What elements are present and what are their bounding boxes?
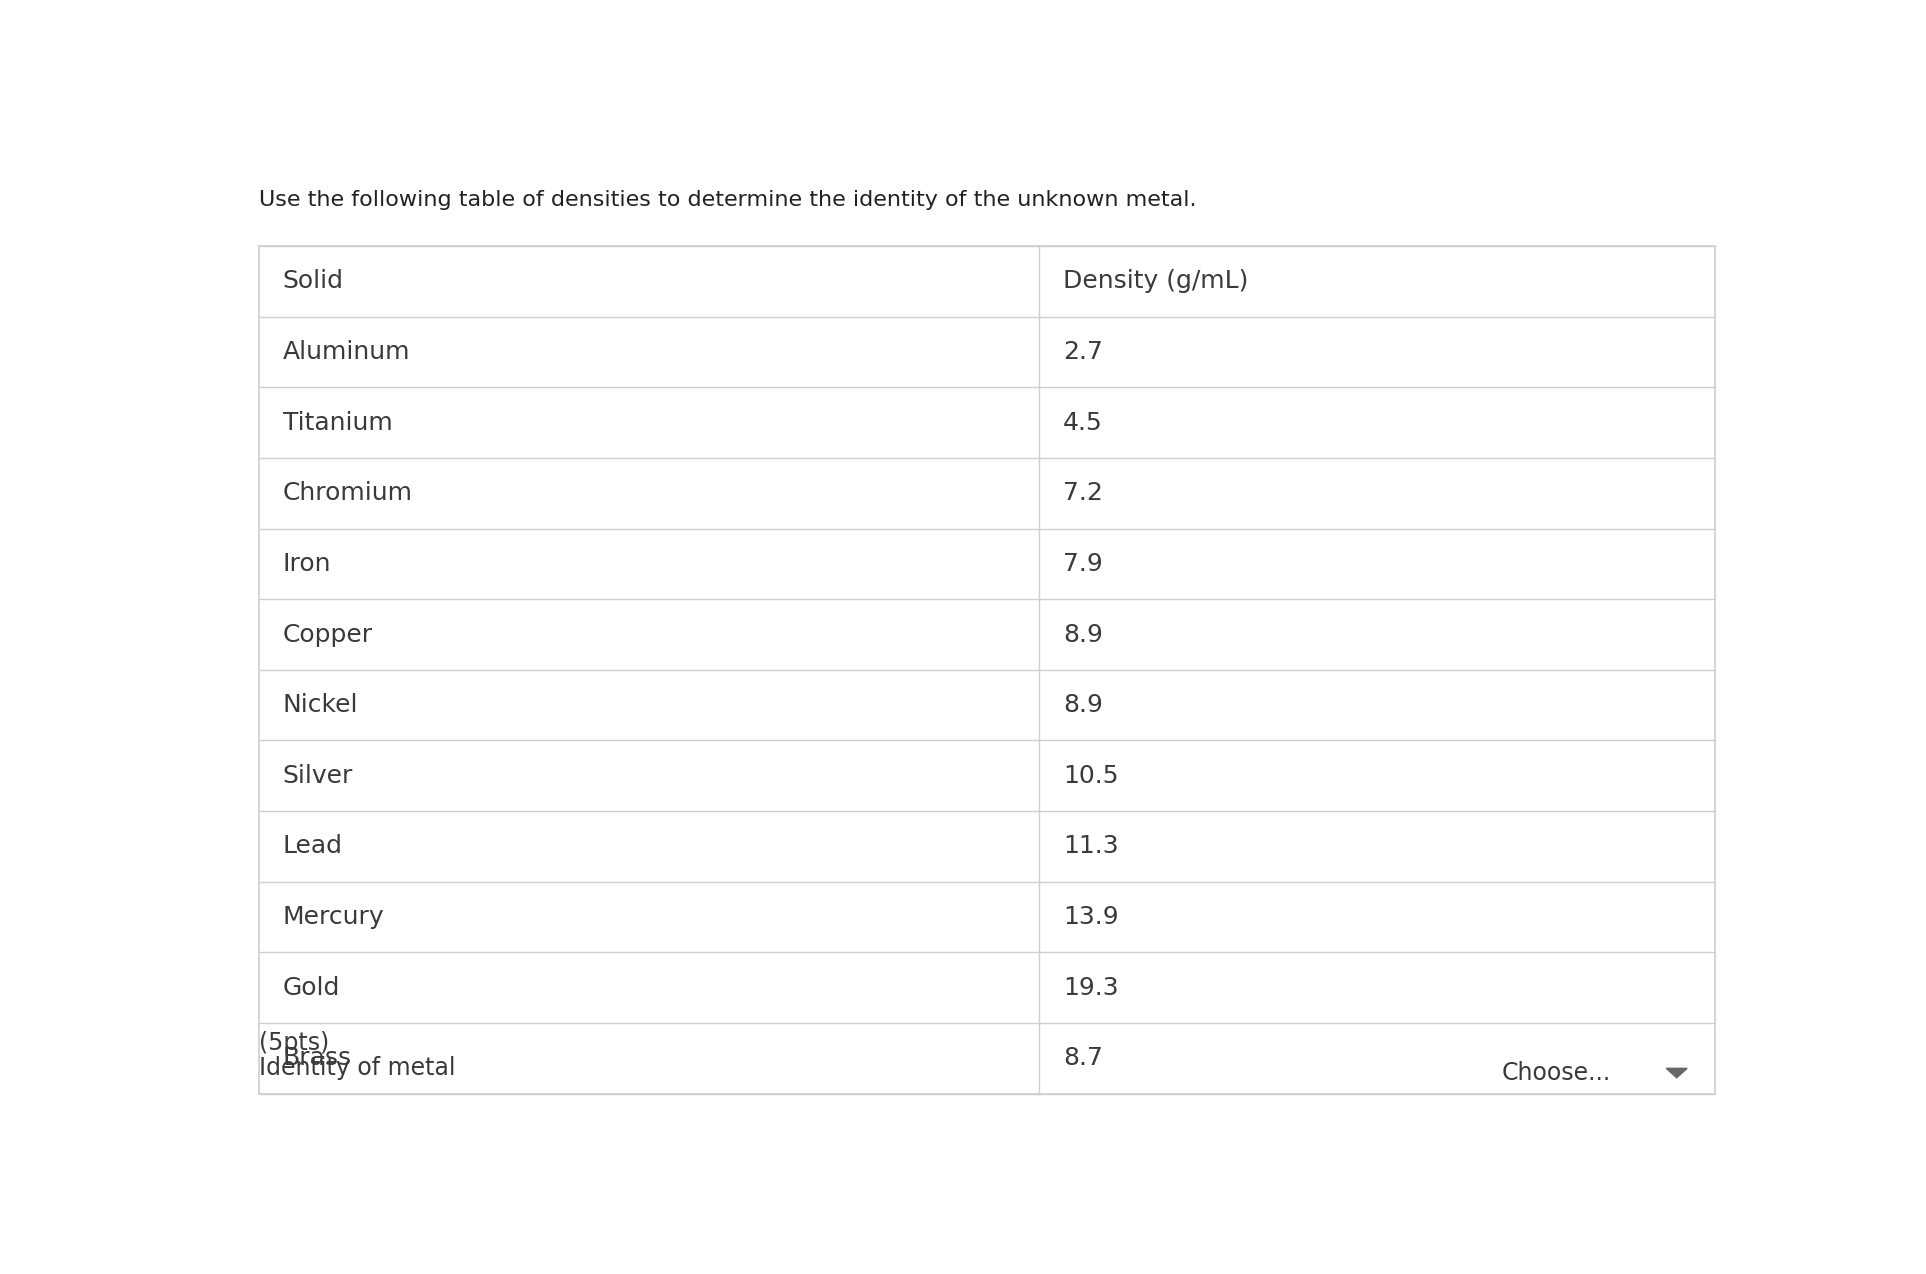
Text: 7.2: 7.2 bbox=[1063, 482, 1104, 506]
Text: 8.7: 8.7 bbox=[1063, 1046, 1104, 1070]
Text: Lead: Lead bbox=[283, 834, 343, 859]
Text: Brass: Brass bbox=[283, 1046, 352, 1070]
Bar bbox=[258, 246, 1716, 1093]
Text: Mercury: Mercury bbox=[283, 905, 383, 929]
Text: Use the following table of densities to determine the identity of the unknown me: Use the following table of densities to … bbox=[258, 190, 1196, 210]
Text: Choose...: Choose... bbox=[1502, 1061, 1612, 1085]
Text: 13.9: 13.9 bbox=[1063, 905, 1119, 929]
Text: Chromium: Chromium bbox=[283, 482, 412, 506]
Text: 4.5: 4.5 bbox=[1063, 410, 1104, 434]
Text: 8.9: 8.9 bbox=[1063, 693, 1104, 717]
Text: Aluminum: Aluminum bbox=[283, 340, 410, 364]
Text: Titanium: Titanium bbox=[283, 410, 393, 434]
Text: 7.9: 7.9 bbox=[1063, 552, 1104, 576]
Text: Density (g/mL): Density (g/mL) bbox=[1063, 269, 1248, 293]
Text: 11.3: 11.3 bbox=[1063, 834, 1119, 859]
Text: (5pts): (5pts) bbox=[258, 1032, 329, 1055]
Text: 8.9: 8.9 bbox=[1063, 623, 1104, 646]
Text: Identity of metal: Identity of metal bbox=[258, 1056, 455, 1080]
Text: 10.5: 10.5 bbox=[1063, 764, 1119, 787]
Text: Copper: Copper bbox=[283, 623, 372, 646]
Text: Nickel: Nickel bbox=[283, 693, 358, 717]
Text: Silver: Silver bbox=[283, 764, 352, 787]
Polygon shape bbox=[1666, 1069, 1687, 1078]
Text: Gold: Gold bbox=[283, 976, 339, 1000]
Text: Solid: Solid bbox=[283, 269, 343, 293]
Text: 19.3: 19.3 bbox=[1063, 976, 1119, 1000]
Text: Iron: Iron bbox=[283, 552, 331, 576]
Text: 2.7: 2.7 bbox=[1063, 340, 1104, 364]
